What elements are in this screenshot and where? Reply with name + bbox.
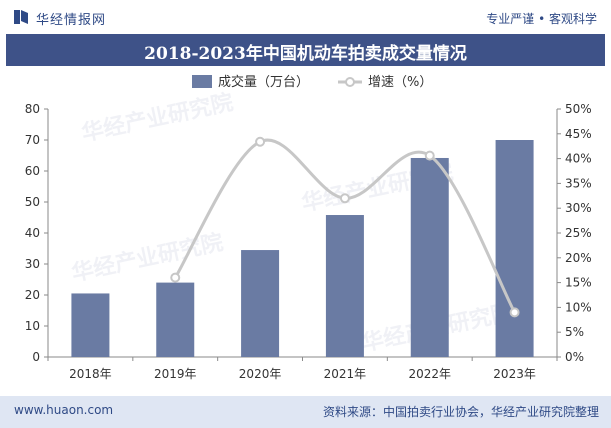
legend-bar-label: 成交量（万台） [218, 74, 309, 90]
y-right-tick-label: 45% [565, 127, 592, 141]
brand-name: 华经情报网 [36, 13, 107, 28]
y-right-tick-label: 30% [565, 201, 592, 215]
y-left-tick-label: 30 [25, 257, 40, 271]
legend-bar-swatch [192, 75, 212, 88]
x-tick-label: 2022年 [408, 367, 451, 381]
line-point [255, 136, 266, 147]
bar [71, 293, 110, 357]
y-right-tick-label: 35% [565, 176, 592, 190]
y-left-tick-label: 80 [25, 102, 40, 116]
x-tick-label: 2021年 [324, 367, 367, 381]
x-tick-label: 2023年 [493, 367, 536, 381]
x-tick-label: 2020年 [239, 367, 282, 381]
y-right-tick-label: 40% [565, 152, 592, 166]
footer-source: 资料来源：中国拍卖行业协会，华经产业研究院整理 [322, 405, 599, 419]
y-right-tick-label: 50% [565, 102, 592, 116]
legend-line-label: 增速（%） [368, 75, 432, 90]
bar [325, 215, 364, 357]
y-left-tick-label: 40 [25, 226, 40, 240]
chart-area: 成交量（万台） 增速（%） 0 10 20 30 40 50 60 70 80 0% 5% 10% 15%… [25, 74, 592, 381]
brand-logo-icon [14, 10, 28, 24]
y-left-tick-label: 20 [25, 288, 40, 302]
bar [410, 157, 449, 357]
y-left-tick-label: 10 [25, 319, 40, 333]
bar-series [71, 140, 534, 357]
y-right-tick-label: 15% [565, 276, 592, 290]
line-point [339, 193, 350, 204]
y-left-tick-label: 70 [25, 133, 40, 147]
y-right-tick-label: 20% [565, 251, 592, 265]
y-left-tick-label: 60 [25, 164, 40, 178]
y-right-tick-label: 10% [565, 300, 592, 314]
legend: 成交量（万台） 增速（%） [192, 74, 432, 90]
bar [156, 282, 195, 357]
chart-title: 2018-2023年中国机动车拍卖成交量情况 [144, 44, 467, 64]
footer: www.huaon.com 资料来源：中国拍卖行业协会，华经产业研究院整理 [0, 396, 611, 428]
y-right-tick-label: 0% [565, 350, 584, 364]
x-tick-label: 2019年 [154, 367, 197, 381]
y-right-tick-label: 5% [565, 325, 584, 339]
line-point [170, 272, 181, 283]
bar [241, 250, 280, 357]
y-left-tick-label: 0 [32, 350, 40, 364]
top-bar: 华经情报网 专业严谨 • 客观科学 [0, 0, 611, 34]
y-right-tick-label: 25% [565, 226, 592, 240]
x-tick-label: 2018年 [69, 367, 112, 381]
title-bar: 2018-2023年中国机动车拍卖成交量情况 [6, 34, 605, 66]
line-series [170, 136, 520, 318]
legend-line-marker [345, 77, 355, 87]
line-point [509, 307, 520, 318]
footer-url[interactable]: www.huaon.com [14, 403, 114, 417]
bar [495, 140, 534, 357]
brand-slogan: 专业严谨 • 客观科学 [486, 12, 597, 26]
y-left-tick-label: 50 [25, 195, 40, 209]
axes: 0 10 20 30 40 50 60 70 80 0% 5% 10% 15% 20% 25% 30% 35% 4… [25, 102, 592, 381]
line-point [424, 150, 435, 161]
